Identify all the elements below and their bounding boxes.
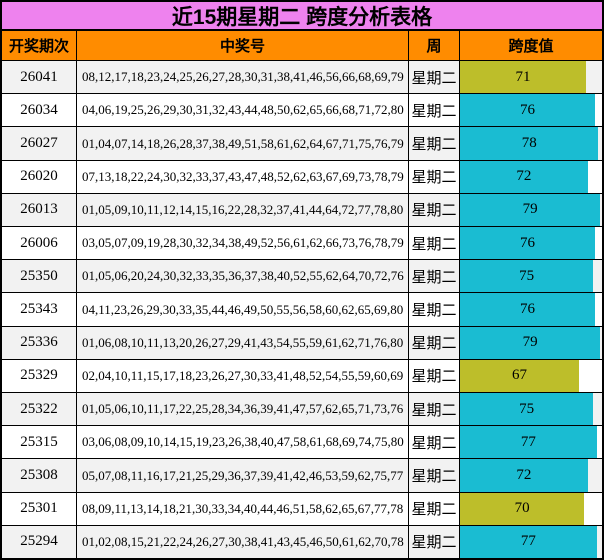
table-row: 25350 01,05,06,20,24,30,32,33,35,36,37,3…: [2, 260, 602, 294]
week-cell: 星期二: [409, 393, 460, 426]
table-title-bar: 近15期星期二 跨度分析表格: [2, 2, 602, 31]
period-cell: 26013: [2, 193, 77, 227]
span-value-bar: 75: [460, 393, 594, 426]
table-row: 25315 03,06,08,09,10,14,15,19,23,26,38,4…: [2, 426, 602, 460]
span-value-bar: 67: [460, 359, 579, 393]
table-row: 26020 07,13,18,22,24,30,32,33,37,43,47,4…: [2, 160, 602, 194]
week-cell: 星期二: [409, 227, 460, 260]
period-cell: 26034: [2, 94, 77, 127]
table-row: 25294 01,02,08,15,21,22,24,26,27,30,38,4…: [2, 525, 602, 559]
week-cell: 星期二: [409, 326, 460, 359]
winning-numbers-cell: 08,09,11,13,14,18,21,30,33,34,40,44,46,5…: [77, 492, 409, 525]
span-value-bar: 79: [460, 326, 601, 359]
period-cell: 25329: [2, 359, 77, 393]
table-row: 26041 08,12,17,18,23,24,25,26,27,28,30,3…: [2, 61, 602, 95]
winning-numbers-cell: 03,06,08,09,10,14,15,19,23,26,38,40,47,5…: [77, 426, 409, 459]
span-value-cell: 77: [460, 426, 602, 459]
table-row: 25329 02,04,10,11,15,17,18,23,26,27,30,3…: [2, 359, 602, 394]
week-cell: 星期二: [409, 94, 460, 127]
span-value-bar: 79: [460, 193, 601, 227]
span-value-cell: 77: [460, 525, 602, 559]
winning-numbers-cell: 07,13,18,22,24,30,32,33,37,43,47,48,52,6…: [77, 160, 409, 193]
span-value-cell: 72: [460, 459, 602, 492]
table-row: 26006 03,05,07,09,19,28,30,32,34,38,49,5…: [2, 227, 602, 261]
period-cell: 25315: [2, 426, 77, 459]
period-cell: 25308: [2, 459, 77, 492]
column-header-period: 开奖期次: [2, 31, 77, 60]
table-header-row: 开奖期次 中奖号 周 跨度值: [2, 31, 602, 61]
winning-numbers-cell: 01,06,08,10,11,13,20,26,27,29,41,43,54,5…: [77, 326, 409, 359]
column-header-week: 周: [409, 31, 460, 60]
span-value-bar: 76: [460, 227, 595, 260]
span-value-cell: 78: [460, 127, 602, 160]
week-cell: 星期二: [409, 293, 460, 326]
period-cell: 26006: [2, 227, 77, 260]
table-row: 25343 04,11,23,26,29,30,33,35,44,46,49,5…: [2, 293, 602, 327]
table-row: 26027 01,04,07,14,18,26,28,37,38,49,51,5…: [2, 127, 602, 161]
period-cell: 25350: [2, 260, 77, 293]
span-value-bar: 71: [460, 61, 587, 94]
period-cell: 26027: [2, 127, 77, 160]
span-value-bar: 77: [460, 525, 597, 559]
winning-numbers-cell: 08,12,17,18,23,24,25,26,27,28,30,31,38,4…: [77, 61, 409, 94]
period-cell: 25343: [2, 293, 77, 326]
period-cell: 25322: [2, 393, 77, 426]
span-value-cell: 76: [460, 227, 602, 260]
table-row: 26013 01,05,09,10,11,12,14,15,16,22,28,3…: [2, 193, 602, 228]
span-value-cell: 75: [460, 393, 602, 426]
span-value-cell: 79: [460, 326, 602, 359]
span-value-cell: 70: [460, 492, 602, 525]
span-value-bar: 76: [460, 293, 595, 326]
span-value-bar: 77: [460, 426, 597, 459]
period-cell: 26041: [2, 61, 77, 94]
week-cell: 星期二: [409, 260, 460, 293]
span-value-cell: 67: [460, 359, 602, 393]
span-value-bar: 72: [460, 160, 588, 193]
period-cell: 26020: [2, 160, 77, 193]
period-cell: 25336: [2, 326, 77, 359]
column-header-span-value: 跨度值: [508, 38, 554, 55]
week-cell: 星期二: [409, 492, 460, 525]
winning-numbers-cell: 01,05,06,20,24,30,32,33,35,36,37,38,40,5…: [77, 260, 409, 293]
winning-numbers-cell: 01,02,08,15,21,22,24,26,27,30,38,41,43,4…: [77, 525, 409, 559]
span-value-cell: 71: [460, 61, 602, 94]
table-row: 25336 01,06,08,10,11,13,20,26,27,29,41,4…: [2, 326, 602, 360]
span-value-bar: 78: [460, 127, 599, 160]
span-value-cell: 75: [460, 260, 602, 293]
table-row: 25301 08,09,11,13,14,18,21,30,33,34,40,4…: [2, 492, 602, 526]
winning-numbers-cell: 01,04,07,14,18,26,28,37,38,49,51,58,61,6…: [77, 127, 409, 160]
week-cell: 星期二: [409, 127, 460, 160]
week-cell: 星期二: [409, 359, 460, 393]
span-value-bar: 70: [460, 492, 585, 525]
period-cell: 25301: [2, 492, 77, 525]
table-row: 25308 05,07,08,11,16,17,21,25,29,36,37,3…: [2, 459, 602, 493]
table-row: 25322 01,05,06,10,11,17,22,25,28,34,36,3…: [2, 393, 602, 427]
span-value-bar: 75: [460, 260, 594, 293]
span-value-cell: 79: [460, 193, 602, 227]
week-cell: 星期二: [409, 160, 460, 193]
span-value-bar: 72: [460, 459, 588, 492]
table-body: 26041 08,12,17,18,23,24,25,26,27,28,30,3…: [2, 61, 602, 559]
span-value-cell: 76: [460, 293, 602, 326]
span-value-bar: 76: [460, 94, 595, 127]
table-row: 26034 04,06,19,25,26,29,30,31,32,43,44,4…: [2, 94, 602, 128]
column-header-winning-numbers: 中奖号: [77, 31, 409, 60]
week-cell: 星期二: [409, 61, 460, 94]
span-value-cell: 76: [460, 94, 602, 127]
winning-numbers-cell: 01,05,09,10,11,12,14,15,16,22,28,32,37,4…: [77, 193, 409, 227]
week-cell: 星期二: [409, 459, 460, 492]
week-cell: 星期二: [409, 525, 460, 559]
winning-numbers-cell: 04,06,19,25,26,29,30,31,32,43,44,48,50,6…: [77, 94, 409, 127]
winning-numbers-cell: 01,05,06,10,11,17,22,25,28,34,36,39,41,4…: [77, 393, 409, 426]
page-title: 近15期星期二 跨度分析表格: [171, 5, 433, 29]
winning-numbers-cell: 02,04,10,11,15,17,18,23,26,27,30,33,41,4…: [77, 359, 409, 393]
winning-numbers-cell: 04,11,23,26,29,30,33,35,44,46,49,50,55,5…: [77, 293, 409, 326]
period-cell: 25294: [2, 525, 77, 559]
span-value-cell: 72: [460, 160, 602, 193]
week-cell: 星期二: [409, 193, 460, 227]
winning-numbers-cell: 05,07,08,11,16,17,21,25,29,36,37,39,41,4…: [77, 459, 409, 492]
winning-numbers-cell: 03,05,07,09,19,28,30,32,34,38,49,52,56,6…: [77, 227, 409, 260]
week-cell: 星期二: [409, 426, 460, 459]
